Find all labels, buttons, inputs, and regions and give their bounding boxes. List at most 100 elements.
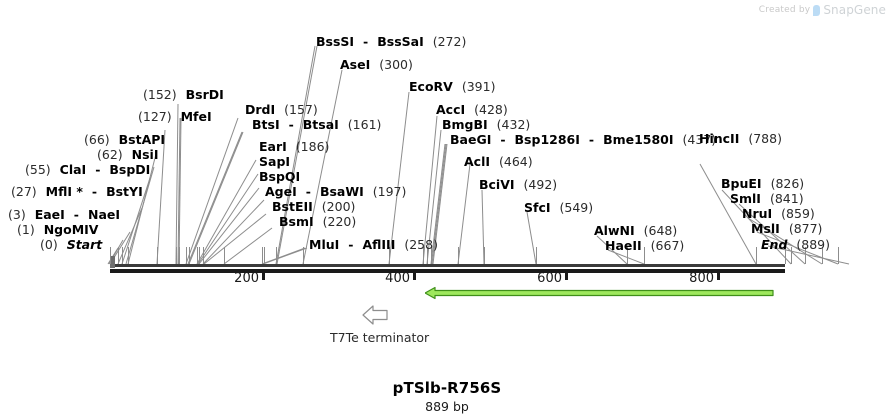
site-tick (791, 247, 792, 264)
orf-arrow[interactable] (425, 286, 775, 300)
site-label-alwni[interactable]: AlwNI (648) (594, 224, 677, 237)
site-enzyme-name: BsrDI (185, 87, 224, 102)
site-label-bspqi[interactable]: BspQI (259, 170, 300, 183)
site-tick (756, 247, 757, 264)
site-tick (197, 247, 198, 264)
axis-tick-600 (565, 271, 568, 280)
site-position: (492) (523, 177, 558, 192)
axis-tick-label-200: 200 (234, 271, 259, 286)
site-label-ngomiv[interactable]: (1) NgoMIV (17, 223, 98, 236)
site-label-bsteii[interactable]: BstEII (200) (272, 200, 355, 213)
site-label-clai-bspdi[interactable]: (55) ClaI - BspDI (25, 163, 150, 176)
axis-tick-200 (262, 271, 265, 280)
site-label-nsii[interactable]: (62) NsiI (97, 148, 159, 161)
site-tick (179, 247, 180, 264)
watermark-brand: SnapGene (823, 3, 886, 17)
site-enzyme-name: EaeI (34, 207, 65, 222)
site-label-bstapi[interactable]: (66) BstAPI (84, 133, 165, 146)
site-label-baegi-bsp1286i-bme1580i[interactable]: BaeGI - Bsp1286I - Bme1580I (437) (450, 133, 716, 146)
site-label-start[interactable]: (0) Start (40, 238, 102, 251)
axis-tick-label-400: 400 (385, 271, 410, 286)
site-enzyme-name: BspQI (259, 169, 301, 184)
site-label-hincii[interactable]: HincII (788) (699, 132, 782, 145)
site-label-msli[interactable]: MslI (877) (751, 222, 822, 235)
site-label-haeii[interactable]: HaeII (667) (605, 239, 684, 252)
site-enzyme-name: NaeI (87, 207, 121, 222)
site-tick (785, 247, 786, 264)
title-block: pTSlb-R756S 889 bp (0, 379, 894, 414)
site-position: (549) (559, 200, 594, 215)
site-label-acci[interactable]: AccI (428) (436, 103, 508, 116)
site-tick (431, 247, 432, 264)
snapgene-watermark: Created by SnapGene (759, 3, 886, 17)
site-label-bcivi[interactable]: BciVI (492) (479, 178, 557, 191)
site-position: (841) (769, 191, 804, 206)
site-tick (118, 247, 119, 264)
site-label-btsi-btsai[interactable]: BtsI - BtsaI (161) (252, 118, 381, 131)
site-position: (300) (379, 57, 413, 72)
site-position: (55) (25, 162, 51, 177)
site-tick (128, 247, 129, 264)
site-enzyme-name: HincII (699, 131, 740, 146)
site-label-end[interactable]: End (889) (761, 238, 830, 251)
axis-tick-label-600: 600 (537, 271, 562, 286)
site-label-mlui-afliii[interactable]: MluI - AflIII (258) (309, 238, 438, 251)
site-label-bpuei[interactable]: BpuEI (826) (721, 177, 804, 190)
t7te-terminator-arrow[interactable] (362, 304, 390, 326)
site-position: (127) (138, 109, 172, 124)
site-position: (272) (432, 34, 467, 49)
site-label-mfei[interactable]: (127) MfeI (138, 110, 212, 123)
site-label-sfci[interactable]: SfcI (549) (524, 201, 593, 214)
site-label-bsssi-bssai[interactable]: BssSI - BssSaI (272) (316, 35, 466, 48)
site-enzyme-name: BstAPI (118, 132, 166, 147)
site-position: (667) (650, 238, 685, 253)
site-tick (389, 247, 390, 264)
site-enzyme-name: BtsaI (302, 117, 339, 132)
site-tick (805, 247, 806, 264)
site-enzyme-name: BstYI (106, 184, 143, 199)
site-label-eari[interactable]: EarI (186) (259, 140, 329, 153)
site-enzyme-name: SapI (259, 154, 291, 169)
site-label-asei[interactable]: AseI (300) (340, 58, 413, 71)
enzyme-separator: - (348, 237, 354, 252)
site-position: (391) (461, 79, 496, 94)
site-tick (157, 247, 158, 264)
backbone-start-cap (110, 256, 115, 268)
site-position: (437) (682, 132, 717, 147)
site-label-ecorv[interactable]: EcoRV (391) (409, 80, 495, 93)
site-enzyme-name: BmgBI (442, 117, 488, 132)
site-enzyme-name: BciVI (479, 177, 515, 192)
site-label-bmgbi[interactable]: BmgBI (432) (442, 118, 530, 131)
site-enzyme-name: BaeGI (450, 132, 492, 147)
site-position: (186) (295, 139, 330, 154)
site-enzyme-name: AclI (464, 154, 491, 169)
site-label-sapi[interactable]: SapI (259, 155, 290, 168)
site-tick (203, 247, 204, 264)
site-label-smli[interactable]: SmlI (841) (730, 192, 804, 205)
site-tick (262, 247, 263, 264)
site-enzyme-name: AlwNI (594, 223, 635, 238)
site-enzyme-name: NsiI (131, 147, 159, 162)
site-position: (197) (372, 184, 407, 199)
plasmid-name: pTSlb-R756S (392, 379, 502, 397)
site-tick (110, 247, 111, 264)
site-label-drdi[interactable]: DrdI (157) (245, 103, 318, 116)
site-position: (62) (97, 147, 123, 162)
site-label-eaei-naei[interactable]: (3) EaeI - NaeI (8, 208, 120, 221)
enzyme-separator: - (500, 132, 506, 147)
site-label-mfli-bstyi[interactable]: (27) MflI * - BstYI (11, 185, 143, 198)
site-enzyme-name: MfeI (180, 109, 212, 124)
site-position: (27) (11, 184, 37, 199)
site-label-bsrdi[interactable]: (152) BsrDI (143, 88, 224, 101)
site-label-agei-bsawi[interactable]: AgeI - BsaWI (197) (265, 185, 406, 198)
site-enzyme-name: BpuEI (721, 176, 762, 191)
site-tick (484, 247, 485, 264)
backbone-upper-line (110, 264, 785, 267)
site-label-acli[interactable]: AclI (464) (464, 155, 533, 168)
site-label-bsmi[interactable]: BsmI (220) (279, 215, 356, 228)
site-tick (276, 247, 277, 264)
snapgene-logo-icon (813, 4, 821, 16)
site-label-nrui[interactable]: NruI (859) (742, 207, 815, 220)
site-tick (122, 247, 123, 264)
